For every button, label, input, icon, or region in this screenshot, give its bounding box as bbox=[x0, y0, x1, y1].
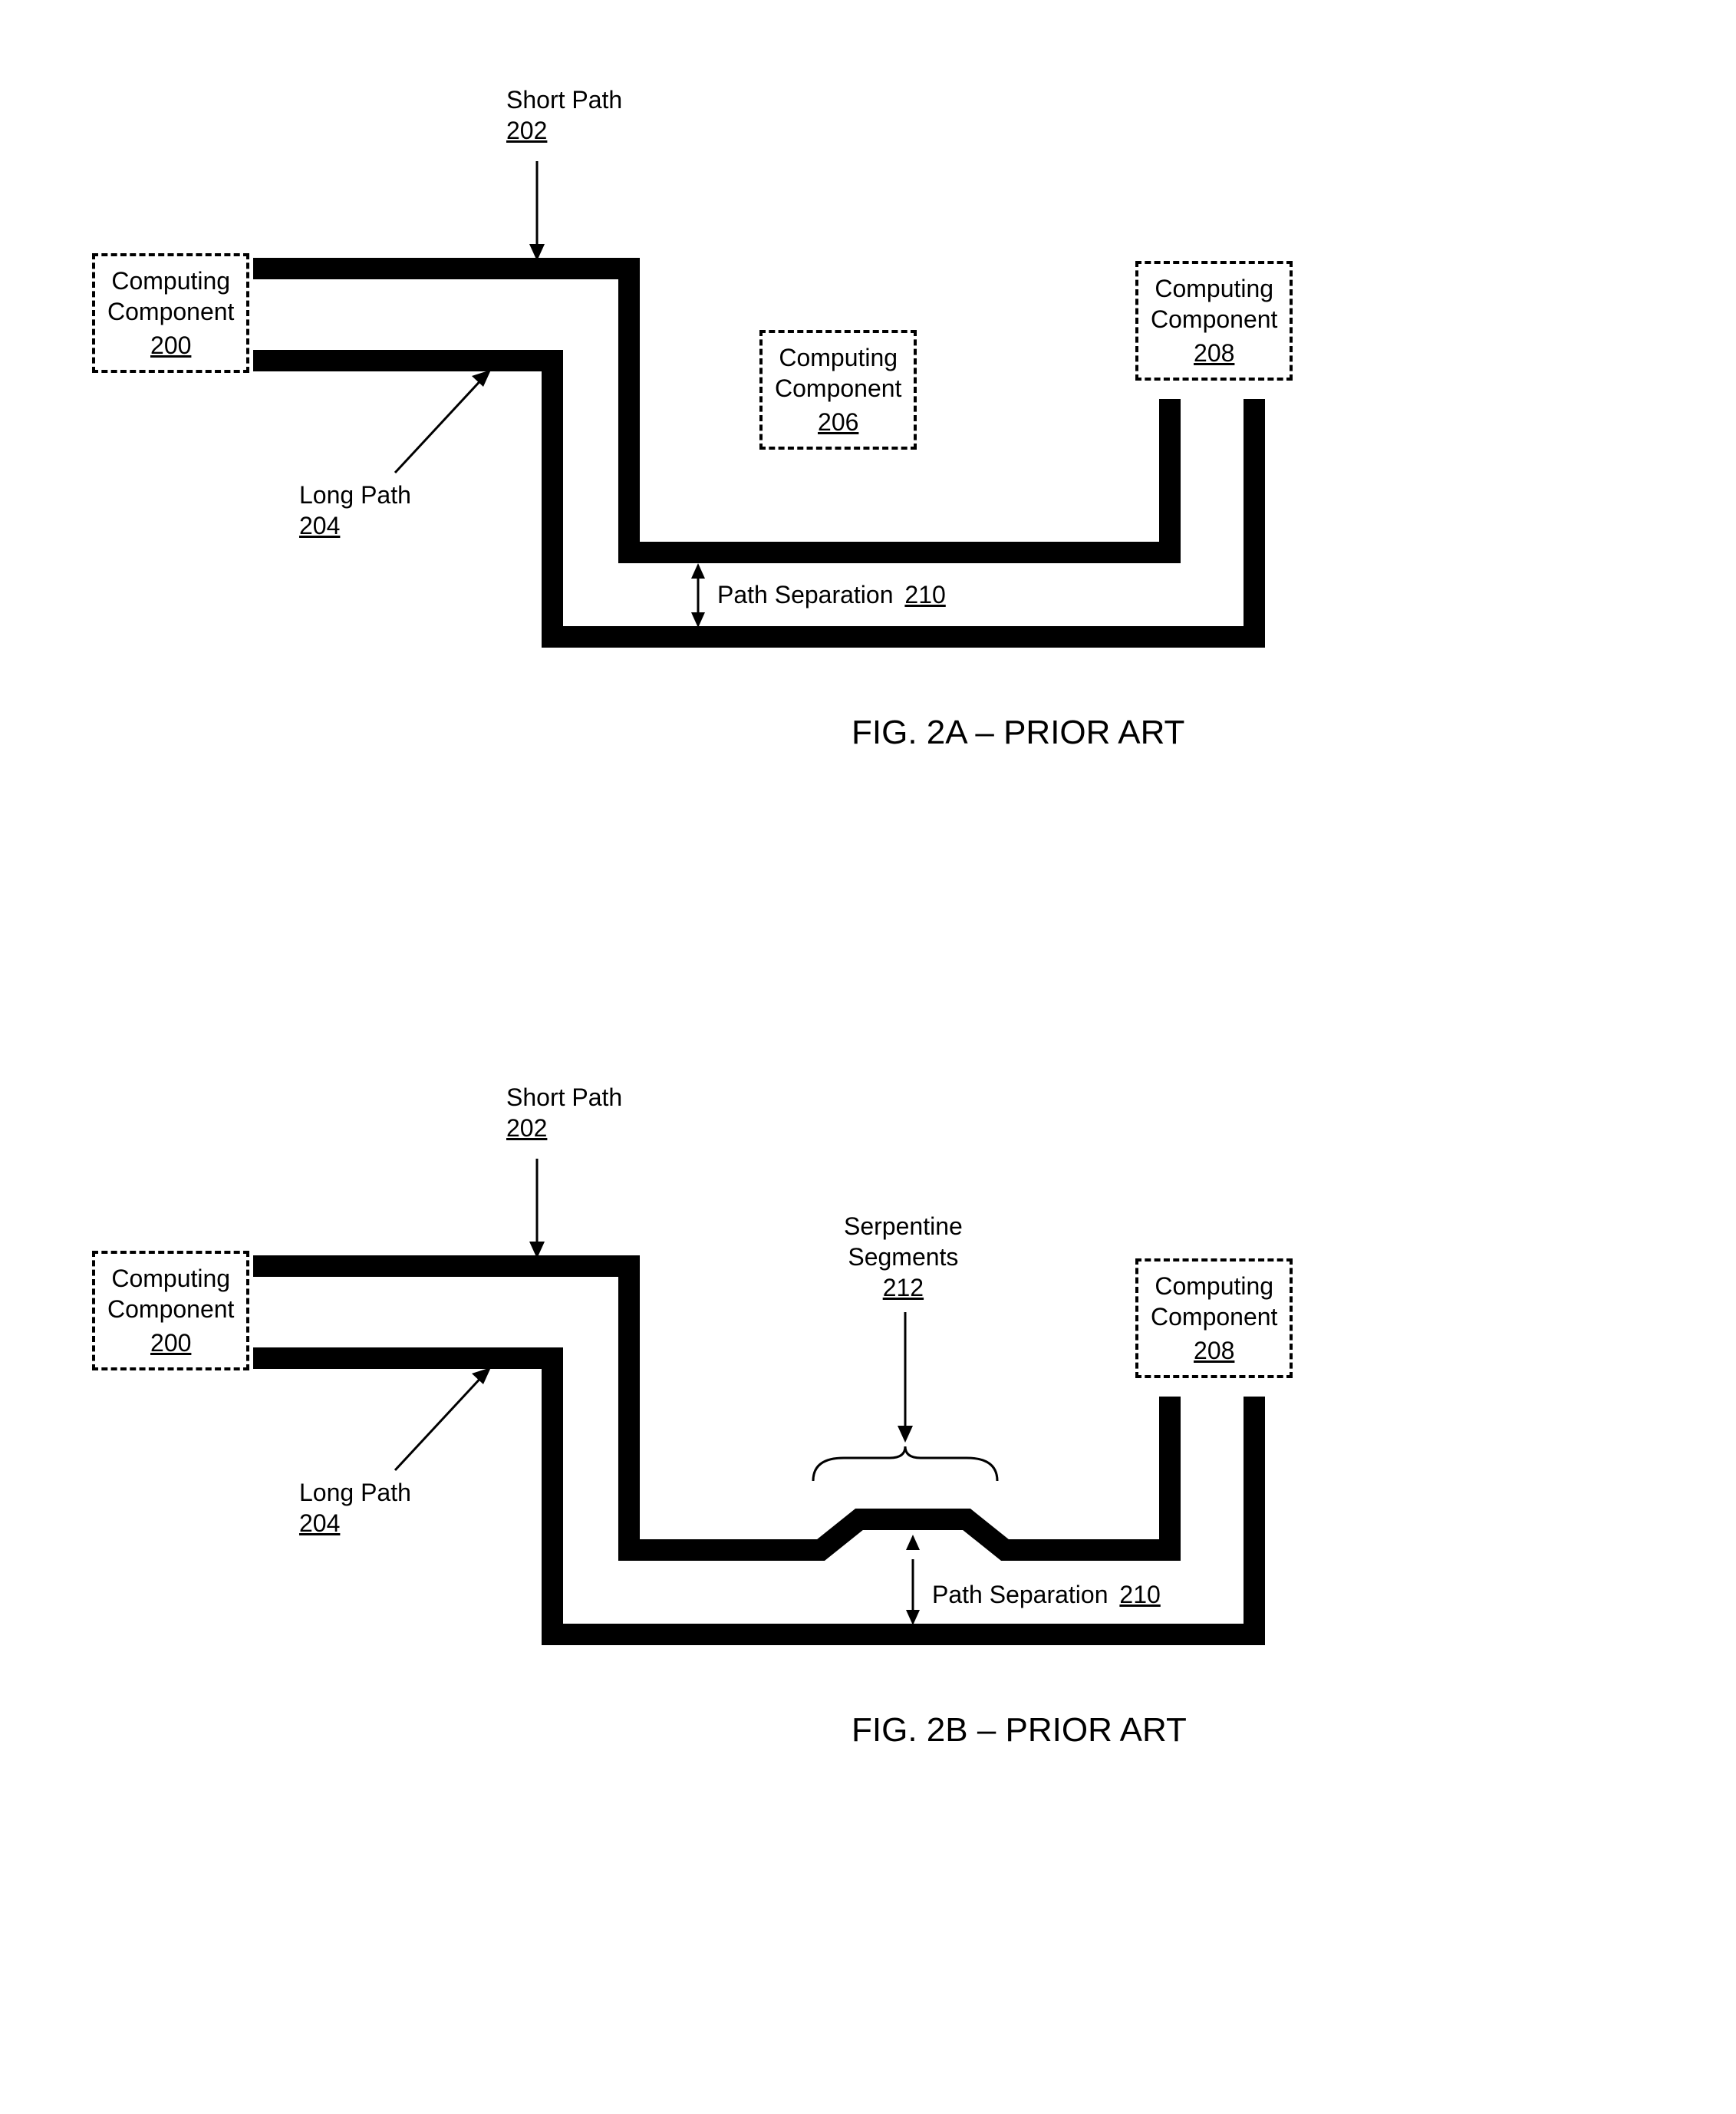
sep-arrow-up bbox=[906, 1535, 920, 1550]
box-label: ComputingComponent bbox=[775, 342, 901, 404]
arrow-line bbox=[395, 376, 485, 473]
sep-arrow-down bbox=[906, 1610, 920, 1625]
callout-ref: 202 bbox=[506, 115, 622, 146]
callout-label: Long Path bbox=[299, 1479, 411, 1506]
callout-ref: 202 bbox=[506, 1113, 622, 1143]
box-ref: 208 bbox=[1151, 1335, 1277, 1366]
short-path-callout: Short Path 202 bbox=[506, 1082, 622, 1143]
arrow-head bbox=[898, 1426, 913, 1443]
computing-component-206: ComputingComponent 206 bbox=[759, 330, 917, 450]
callout-label: Path Separation bbox=[932, 1581, 1108, 1608]
callout-label: SerpentineSegments bbox=[844, 1212, 963, 1271]
box-label: ComputingComponent bbox=[107, 265, 234, 327]
figure-2b: ComputingComponent 200 ComputingComponen… bbox=[31, 1028, 1412, 1872]
computing-component-200: ComputingComponent 200 bbox=[92, 253, 249, 373]
callout-label: Long Path bbox=[299, 481, 411, 509]
callout-ref: 212 bbox=[844, 1272, 963, 1303]
callout-label: Short Path bbox=[506, 86, 622, 114]
figure-2b-svg bbox=[31, 1028, 1412, 1872]
arrow-line bbox=[395, 1374, 485, 1470]
callout-ref: 210 bbox=[1119, 1581, 1160, 1608]
arrow-head bbox=[472, 1367, 491, 1384]
box-ref: 200 bbox=[107, 330, 234, 361]
figure-2a-svg bbox=[31, 31, 1412, 875]
path-separation-callout: Path Separation 210 bbox=[932, 1579, 1161, 1610]
computing-component-208: ComputingComponent 208 bbox=[1135, 1258, 1293, 1378]
figure-2a: ComputingComponent 200 ComputingComponen… bbox=[31, 31, 1412, 875]
short-path-callout: Short Path 202 bbox=[506, 84, 622, 146]
sep-arrow-up bbox=[691, 563, 705, 579]
figure-2b-caption: FIG. 2B – PRIOR ART bbox=[852, 1711, 1187, 1750]
box-ref: 200 bbox=[107, 1327, 234, 1358]
callout-ref: 210 bbox=[904, 581, 945, 608]
long-path-callout: Long Path 204 bbox=[299, 480, 411, 541]
long-path-callout: Long Path 204 bbox=[299, 1477, 411, 1539]
callout-label: Path Separation bbox=[717, 581, 894, 608]
computing-component-200: ComputingComponent 200 bbox=[92, 1251, 249, 1370]
path-separation-callout: Path Separation 210 bbox=[717, 579, 946, 610]
box-ref: 208 bbox=[1151, 338, 1277, 368]
callout-ref: 204 bbox=[299, 510, 411, 541]
box-label: ComputingComponent bbox=[1151, 1271, 1277, 1332]
figure-2a-caption: FIG. 2A – PRIOR ART bbox=[852, 714, 1184, 752]
callout-label: Short Path bbox=[506, 1083, 622, 1111]
serpentine-brace bbox=[813, 1446, 997, 1481]
computing-component-208: ComputingComponent 208 bbox=[1135, 261, 1293, 381]
box-ref: 206 bbox=[775, 407, 901, 437]
box-label: ComputingComponent bbox=[1151, 273, 1277, 335]
callout-ref: 204 bbox=[299, 1508, 411, 1539]
serpentine-callout: SerpentineSegments 212 bbox=[844, 1211, 963, 1303]
arrow-head bbox=[472, 370, 491, 387]
sep-arrow-down bbox=[691, 612, 705, 628]
box-label: ComputingComponent bbox=[107, 1263, 234, 1324]
